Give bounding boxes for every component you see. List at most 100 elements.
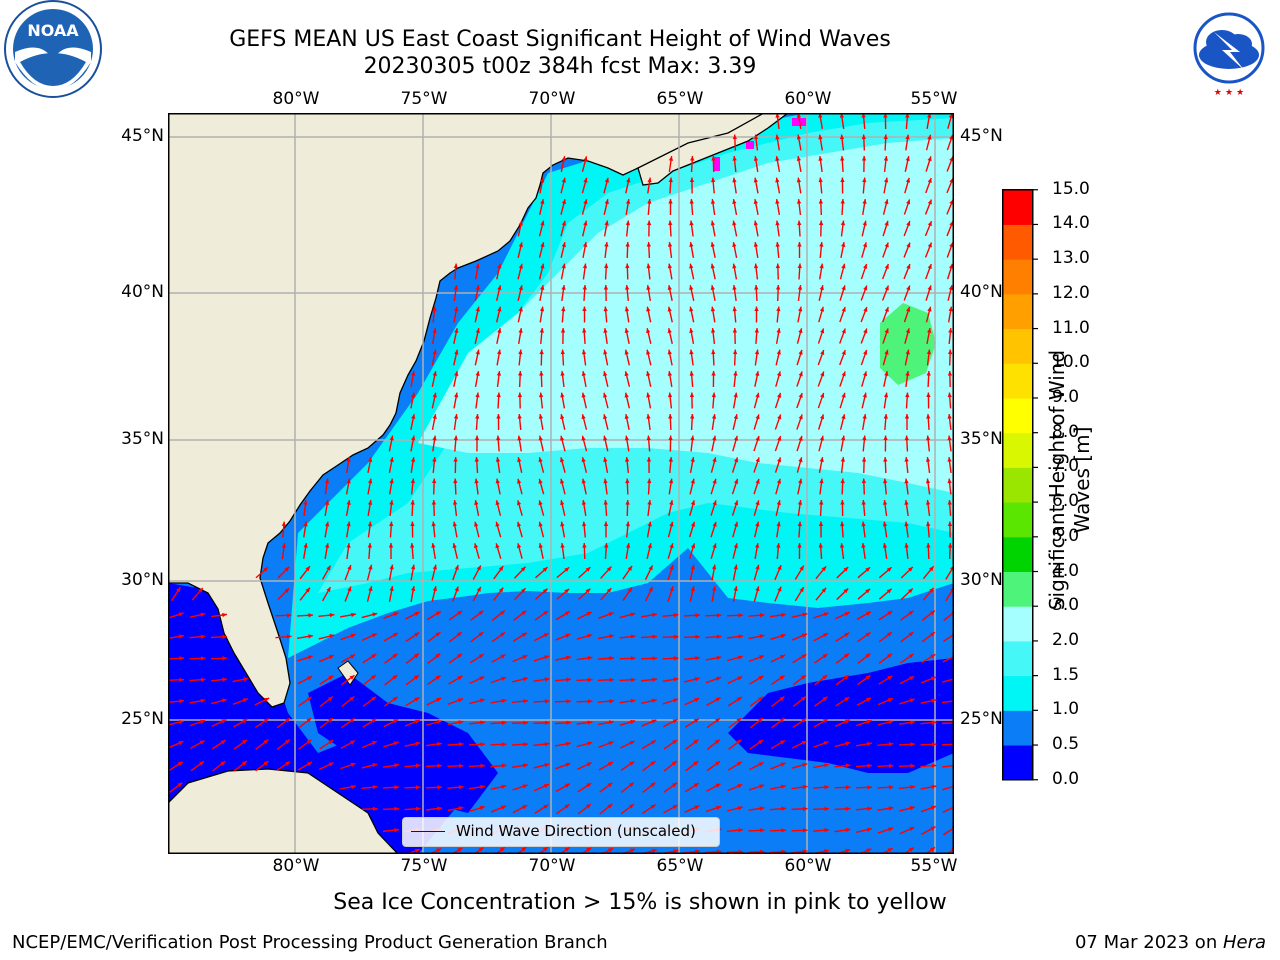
wave-direction-arrowhead (479, 698, 485, 703)
wave-direction-arrowhead (759, 828, 765, 833)
wave-direction-arrowhead (474, 435, 480, 441)
wave-direction-arrowhead (775, 134, 780, 140)
wave-direction-arrowhead (668, 220, 673, 226)
wave-direction-arrowhead (389, 500, 394, 505)
legend-label: Wind Wave Direction (unscaled) (456, 822, 696, 840)
chart-subtitle-forecast: 20230305 t00z 384h fcst Max: 3.39 (363, 54, 757, 79)
wave-direction-arrowhead (947, 371, 953, 376)
wave-direction-arrowhead (281, 521, 287, 527)
lat-label-right-25n: 25°N (960, 709, 1003, 729)
wave-direction-arrowhead (779, 675, 785, 680)
wave-direction-arrowhead (263, 718, 269, 723)
wave-direction-arrowhead (738, 827, 743, 833)
wave-direction-arrowhead (694, 698, 700, 703)
wave-direction-arrowhead (818, 220, 824, 226)
wave-direction-arrowhead (801, 654, 807, 659)
wave-direction-arrowhead (667, 349, 672, 355)
wave-direction-arrowhead (888, 763, 894, 769)
wave-direction-arrowhead (346, 457, 351, 462)
wave-direction-arrowhead (603, 285, 609, 290)
wave-direction-arrowhead (307, 655, 313, 660)
wave-direction-arrowhead (453, 285, 459, 290)
wave-direction-arrowhead (539, 349, 544, 355)
wave-direction-arrowhead (587, 741, 593, 746)
wave-direction-arrowhead (733, 543, 738, 549)
wave-direction-arrowhead (411, 392, 416, 398)
wave-direction-arrowhead (389, 521, 394, 527)
wave-direction-arrowhead (753, 156, 759, 161)
wave-direction-arrowhead (329, 634, 335, 639)
footer-date-text: 07 Mar 2023 on (1074, 932, 1223, 953)
wave-direction-arrowhead (538, 435, 543, 441)
wave-direction-arrowhead (432, 371, 437, 377)
wave-direction-arrowhead (199, 740, 205, 745)
wave-direction-arrowhead (371, 741, 377, 746)
wave-direction-arrowhead (566, 720, 571, 725)
wave-direction-arrowhead (949, 134, 954, 140)
wave-direction-arrowhead (669, 564, 674, 570)
wave-direction-arrowhead (454, 392, 459, 398)
wave-direction-arrowhead (603, 478, 608, 484)
wave-direction-arrowhead (887, 698, 893, 703)
wave-direction-arrowhead (650, 761, 656, 766)
wave-direction-arrowhead (560, 414, 565, 420)
wave-direction-arrowhead (883, 414, 888, 419)
wave-direction-arrowhead (539, 328, 544, 333)
wave-direction-arrowhead (474, 500, 479, 505)
wave-direction-arrowhead (625, 500, 630, 505)
wave-direction-arrowhead (630, 656, 636, 661)
wave-direction-arrowhead (865, 567, 871, 572)
lat-label-left-35n: 35°N (121, 429, 164, 449)
wave-direction-arrowhead (629, 848, 635, 853)
wave-direction-arrowhead (690, 435, 695, 441)
wave-direction-arrowhead (818, 521, 824, 527)
wave-direction-arrowhead (501, 698, 507, 704)
wave-direction-arrowhead (818, 134, 823, 140)
colorbar-cell (1002, 467, 1033, 503)
wave-direction-arrowhead (758, 675, 764, 681)
wave-direction-arrowhead (646, 328, 651, 334)
colorbar-tick-label: 1.0 (1052, 699, 1080, 720)
wave-direction-arrowhead (947, 457, 952, 462)
wave-direction-arrowhead (862, 242, 868, 248)
wave-direction-arrowhead (779, 718, 785, 723)
wave-direction-arrowhead (540, 242, 545, 248)
wave-direction-arrowhead (392, 633, 398, 638)
wave-direction-arrowhead (501, 720, 507, 725)
wave-direction-arrowhead (475, 371, 480, 376)
wave-direction-arrowhead (521, 632, 527, 637)
wave-direction-arrowhead (925, 435, 931, 441)
wave-direction-arrowhead (544, 677, 550, 682)
wave-direction-arrowhead (604, 220, 609, 226)
wave-direction-arrowhead (883, 156, 889, 161)
wave-direction-arrowhead (796, 177, 802, 183)
wave-direction-arrowhead (624, 306, 630, 312)
wave-direction-arrowhead (351, 784, 356, 790)
wave-direction-arrowhead (775, 177, 780, 183)
wave-direction-arrowhead (840, 435, 846, 441)
wave-direction-arrowhead (947, 478, 952, 484)
colorbar-tick-label: 7.0 (1052, 456, 1080, 477)
wave-direction-arrowhead (753, 220, 758, 226)
wave-direction-arrowhead (328, 655, 334, 660)
wave-direction-arrowhead (798, 328, 803, 334)
wave-direction-arrowhead (669, 543, 674, 549)
wave-direction-arrowhead (840, 478, 845, 484)
colorbar-cell (1002, 710, 1033, 746)
wave-direction-arrowhead (689, 199, 694, 204)
wave-direction-arrowhead (303, 543, 308, 548)
wave-direction-arrowhead (689, 220, 694, 226)
wave-direction-arrowhead (389, 586, 394, 591)
lon-label-bottom-55w: 55°W (910, 856, 958, 876)
wave-direction-arrowhead (328, 675, 334, 680)
colorbar-cell (1002, 363, 1033, 399)
wave-direction-arrowhead (176, 587, 181, 593)
wave-direction-arrowhead (436, 848, 442, 853)
wave-direction-arrowhead (753, 242, 759, 247)
wave-direction-arrowhead (415, 785, 421, 790)
wave-direction-arrowhead (862, 199, 867, 204)
wave-direction-arrowhead (798, 349, 803, 355)
wave-direction-arrowhead (646, 392, 651, 398)
colorbar-cell (1002, 502, 1033, 538)
wave-direction-arrowhead (732, 349, 738, 355)
